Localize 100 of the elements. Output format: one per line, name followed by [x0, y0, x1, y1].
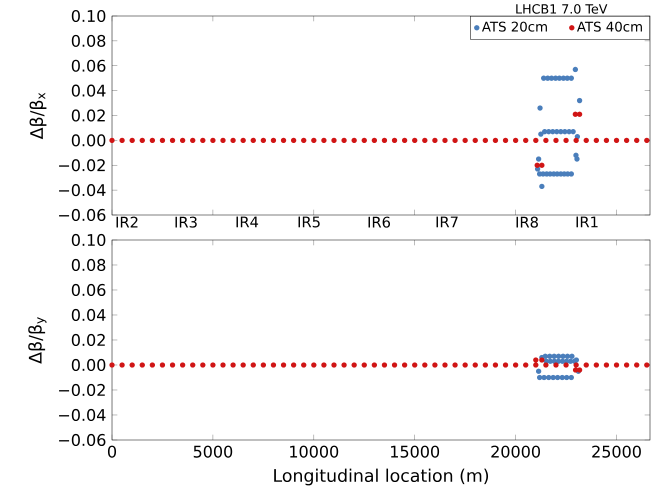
point	[402, 362, 408, 368]
point	[290, 362, 296, 368]
point	[573, 138, 579, 144]
text: IR2	[116, 216, 138, 228]
y-tick-label: −0.06	[59, 434, 106, 446]
point	[533, 138, 538, 144]
point	[240, 362, 246, 368]
point	[523, 362, 528, 368]
point	[140, 362, 145, 368]
point	[547, 354, 552, 359]
point	[634, 362, 640, 368]
point	[170, 138, 176, 144]
point	[190, 138, 196, 144]
point	[432, 138, 438, 144]
point	[644, 362, 650, 368]
point	[150, 138, 156, 144]
x-tick-label: 15000	[391, 446, 440, 458]
point	[553, 138, 559, 144]
point	[541, 374, 547, 380]
point	[372, 362, 378, 368]
point	[604, 362, 610, 368]
y-tick-label: 0.10	[72, 10, 106, 22]
y-tick-label: 0.10	[72, 234, 106, 246]
point	[109, 138, 115, 144]
y-axis-title: Δβ/β$_{x}$	[30, 92, 46, 140]
text: IR1	[576, 216, 598, 228]
point	[321, 362, 327, 368]
text: IR4	[236, 216, 258, 228]
y-tick-label: −0.06	[59, 208, 106, 222]
point	[624, 138, 630, 144]
point	[536, 374, 542, 380]
point	[523, 138, 528, 144]
text: IR3	[176, 216, 197, 228]
point	[109, 362, 115, 368]
point	[472, 138, 478, 144]
text: IR7	[436, 216, 458, 228]
point	[180, 362, 186, 368]
point	[553, 362, 559, 368]
point	[280, 362, 286, 368]
x-tick-label: 10000	[290, 446, 338, 458]
point	[534, 162, 540, 168]
point	[594, 362, 600, 368]
point	[321, 138, 327, 144]
point	[644, 138, 650, 144]
point	[572, 66, 578, 72]
point	[442, 138, 448, 144]
point	[341, 138, 347, 144]
point	[539, 162, 545, 168]
x-tick-label: 0	[108, 446, 116, 458]
point	[462, 362, 468, 368]
point	[260, 138, 266, 144]
point	[502, 362, 508, 368]
point	[563, 362, 569, 368]
point	[541, 76, 546, 81]
point	[130, 138, 135, 144]
point	[119, 362, 125, 368]
point	[362, 362, 367, 368]
point	[170, 362, 176, 368]
point	[160, 362, 166, 368]
point	[543, 362, 549, 368]
point	[270, 138, 276, 144]
point	[240, 138, 246, 144]
point	[482, 138, 488, 144]
point	[230, 138, 236, 144]
y-tick-label: −0.02	[59, 384, 105, 396]
point	[560, 354, 566, 359]
point	[260, 362, 266, 368]
point	[250, 138, 256, 144]
point	[537, 105, 543, 111]
point	[140, 138, 145, 144]
point	[352, 362, 357, 368]
y-tick-label: −0.04	[59, 184, 106, 196]
point	[556, 354, 562, 359]
point	[412, 138, 418, 144]
legend-label: ATS 40cm	[576, 22, 642, 32]
point	[539, 357, 545, 363]
point	[539, 184, 545, 190]
point	[548, 358, 553, 364]
y-tick-label: 0.06	[72, 60, 106, 72]
point	[546, 374, 552, 380]
point	[563, 138, 569, 144]
point	[331, 138, 337, 144]
point	[160, 138, 166, 144]
x-tick-label: 5000	[194, 446, 232, 458]
point	[492, 362, 498, 368]
point	[512, 138, 518, 144]
point	[543, 138, 549, 144]
point	[576, 98, 582, 104]
point	[150, 362, 156, 368]
point	[442, 362, 448, 368]
point	[482, 362, 488, 368]
point	[372, 138, 378, 144]
y-tick-label: 0.00	[72, 134, 106, 146]
point	[546, 128, 552, 134]
point	[382, 362, 388, 368]
chart-title: LHCB1 7.0 TeV	[516, 4, 608, 14]
point	[472, 362, 478, 368]
point	[412, 362, 418, 368]
y-tick-label: 0.00	[72, 358, 106, 372]
point	[432, 362, 438, 368]
